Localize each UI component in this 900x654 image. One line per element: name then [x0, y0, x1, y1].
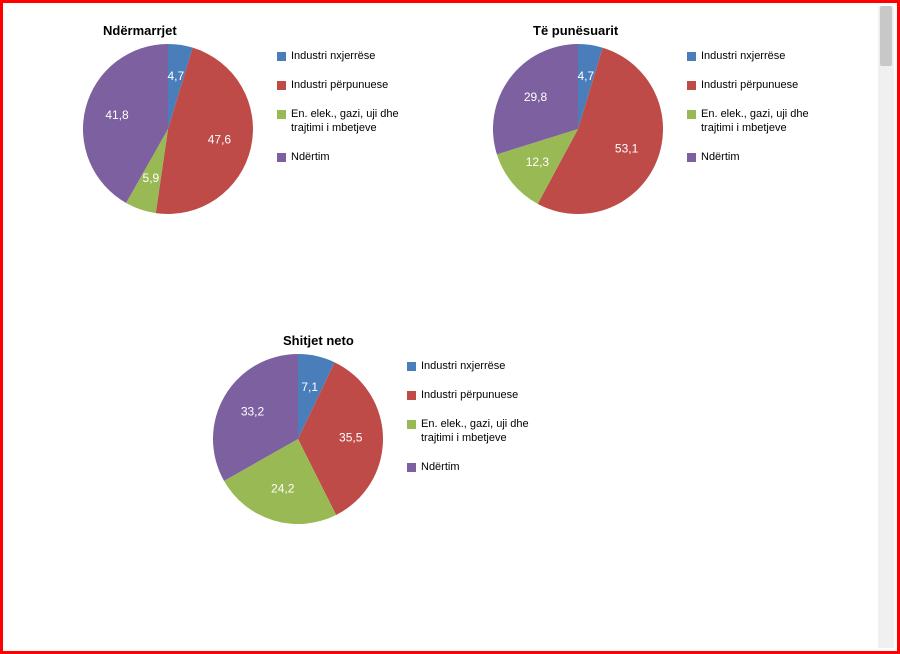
pie-label-enterprises-0: 4,7 — [167, 69, 184, 83]
legend-swatch-net_sales-3 — [407, 463, 416, 472]
chart-block-net_sales: Shitjet neto 7,1 35,5 24,2 33,2 Industri nxje… — [213, 333, 547, 524]
legend-swatch-employees-0 — [687, 52, 696, 61]
chart-block-enterprises: Ndërmarrjet 4,7 47,6 5,9 41,8 Industri nxjerr… — [83, 23, 417, 214]
chart-title-enterprises: Ndërmarrjet — [103, 23, 417, 38]
pie-label-enterprises-3: 41,8 — [105, 108, 129, 122]
chart-title-employees: Të punësuarit — [533, 23, 827, 38]
legend-label-enterprises-0: Industri nxjerrëse — [291, 50, 375, 63]
legend-swatch-net_sales-2 — [407, 420, 416, 429]
legend-employees: Industri nxjerrëse Industri përpunuese En.… — [687, 50, 827, 180]
pie-wrap-employees: 4,753,112,329,8Industri nxjerrëseIndustr… — [493, 44, 827, 214]
legend-label-employees-1: Industri përpunuese — [701, 79, 798, 92]
legend-label-employees-3: Ndërtim — [701, 151, 740, 164]
legend-label-employees-0: Industri nxjerrëse — [701, 50, 785, 63]
legend-enterprises: Industri nxjerrëse Industri përpunuese En.… — [277, 50, 417, 180]
pie-wrap-net_sales: 7,135,524,233,2Industri nxjerrëseIndustr… — [213, 354, 547, 524]
legend-label-enterprises-2: En. elek., gazi, uji dhe trajtimi i mbet… — [291, 108, 417, 134]
pie-label-net_sales-1: 35,5 — [339, 431, 363, 445]
legend-swatch-enterprises-1 — [277, 81, 286, 90]
legend-swatch-net_sales-0 — [407, 362, 416, 371]
pie-label-enterprises-1: 47,6 — [208, 133, 232, 147]
legend-label-net_sales-1: Industri përpunuese — [421, 389, 518, 402]
legend-swatch-employees-1 — [687, 81, 696, 90]
legend-item-net_sales-2: En. elek., gazi, uji dhe trajtimi i mbet… — [407, 418, 547, 444]
chart-frame: { "frame": { "width": 900, "height": 654… — [0, 0, 900, 654]
legend-label-net_sales-3: Ndërtim — [421, 461, 460, 474]
pie-label-employees-2: 12,3 — [526, 155, 550, 169]
legend-label-enterprises-1: Industri përpunuese — [291, 79, 388, 92]
legend-swatch-enterprises-3 — [277, 153, 286, 162]
pie-wrap-enterprises: 4,747,65,941,8Industri nxjerrëseIndustri… — [83, 44, 417, 214]
legend-label-net_sales-0: Industri nxjerrëse — [421, 360, 505, 373]
legend-swatch-enterprises-0 — [277, 52, 286, 61]
legend-swatch-enterprises-2 — [277, 110, 286, 119]
legend-item-net_sales-0: Industri nxjerrëse — [407, 360, 547, 373]
pie-label-net_sales-0: 7,1 — [301, 380, 318, 394]
legend-item-employees-1: Industri përpunuese — [687, 79, 827, 92]
legend-item-enterprises-1: Industri përpunuese — [277, 79, 417, 92]
legend-label-enterprises-3: Ndërtim — [291, 151, 330, 164]
pie-label-net_sales-3: 33,2 — [241, 405, 265, 419]
legend-swatch-employees-3 — [687, 153, 696, 162]
legend-item-enterprises-0: Industri nxjerrëse — [277, 50, 417, 63]
scrollbar-thumb[interactable] — [880, 6, 892, 66]
legend-label-employees-2: En. elek., gazi, uji dhe trajtimi i mbet… — [701, 108, 827, 134]
legend-net_sales: Industri nxjerrëse Industri përpunuese En.… — [407, 360, 547, 490]
chart-block-employees: Të punësuarit 4,7 53,1 12,3 29,8 Industri nxj… — [493, 23, 827, 214]
pie-label-employees-3: 29,8 — [524, 90, 548, 104]
legend-item-employees-0: Industri nxjerrëse — [687, 50, 827, 63]
legend-label-net_sales-2: En. elek., gazi, uji dhe trajtimi i mbet… — [421, 418, 547, 444]
legend-swatch-employees-2 — [687, 110, 696, 119]
pie-label-employees-0: 4,7 — [577, 69, 594, 83]
pie-enterprises: 4,7 47,6 5,9 41,8 — [83, 44, 253, 214]
vertical-scrollbar[interactable] — [878, 6, 894, 648]
legend-item-net_sales-1: Industri përpunuese — [407, 389, 547, 402]
legend-swatch-net_sales-1 — [407, 391, 416, 400]
legend-item-enterprises-2: En. elek., gazi, uji dhe trajtimi i mbet… — [277, 108, 417, 134]
pie-label-enterprises-2: 5,9 — [143, 171, 160, 185]
legend-item-enterprises-3: Ndërtim — [277, 151, 417, 164]
pie-net_sales: 7,1 35,5 24,2 33,2 — [213, 354, 383, 524]
chart-title-net_sales: Shitjet neto — [283, 333, 547, 348]
pie-label-net_sales-2: 24,2 — [271, 482, 295, 496]
legend-item-employees-3: Ndërtim — [687, 151, 827, 164]
pie-label-employees-1: 53,1 — [615, 141, 639, 155]
pie-employees: 4,7 53,1 12,3 29,8 — [493, 44, 663, 214]
legend-item-employees-2: En. elek., gazi, uji dhe trajtimi i mbet… — [687, 108, 827, 134]
legend-item-net_sales-3: Ndërtim — [407, 461, 547, 474]
